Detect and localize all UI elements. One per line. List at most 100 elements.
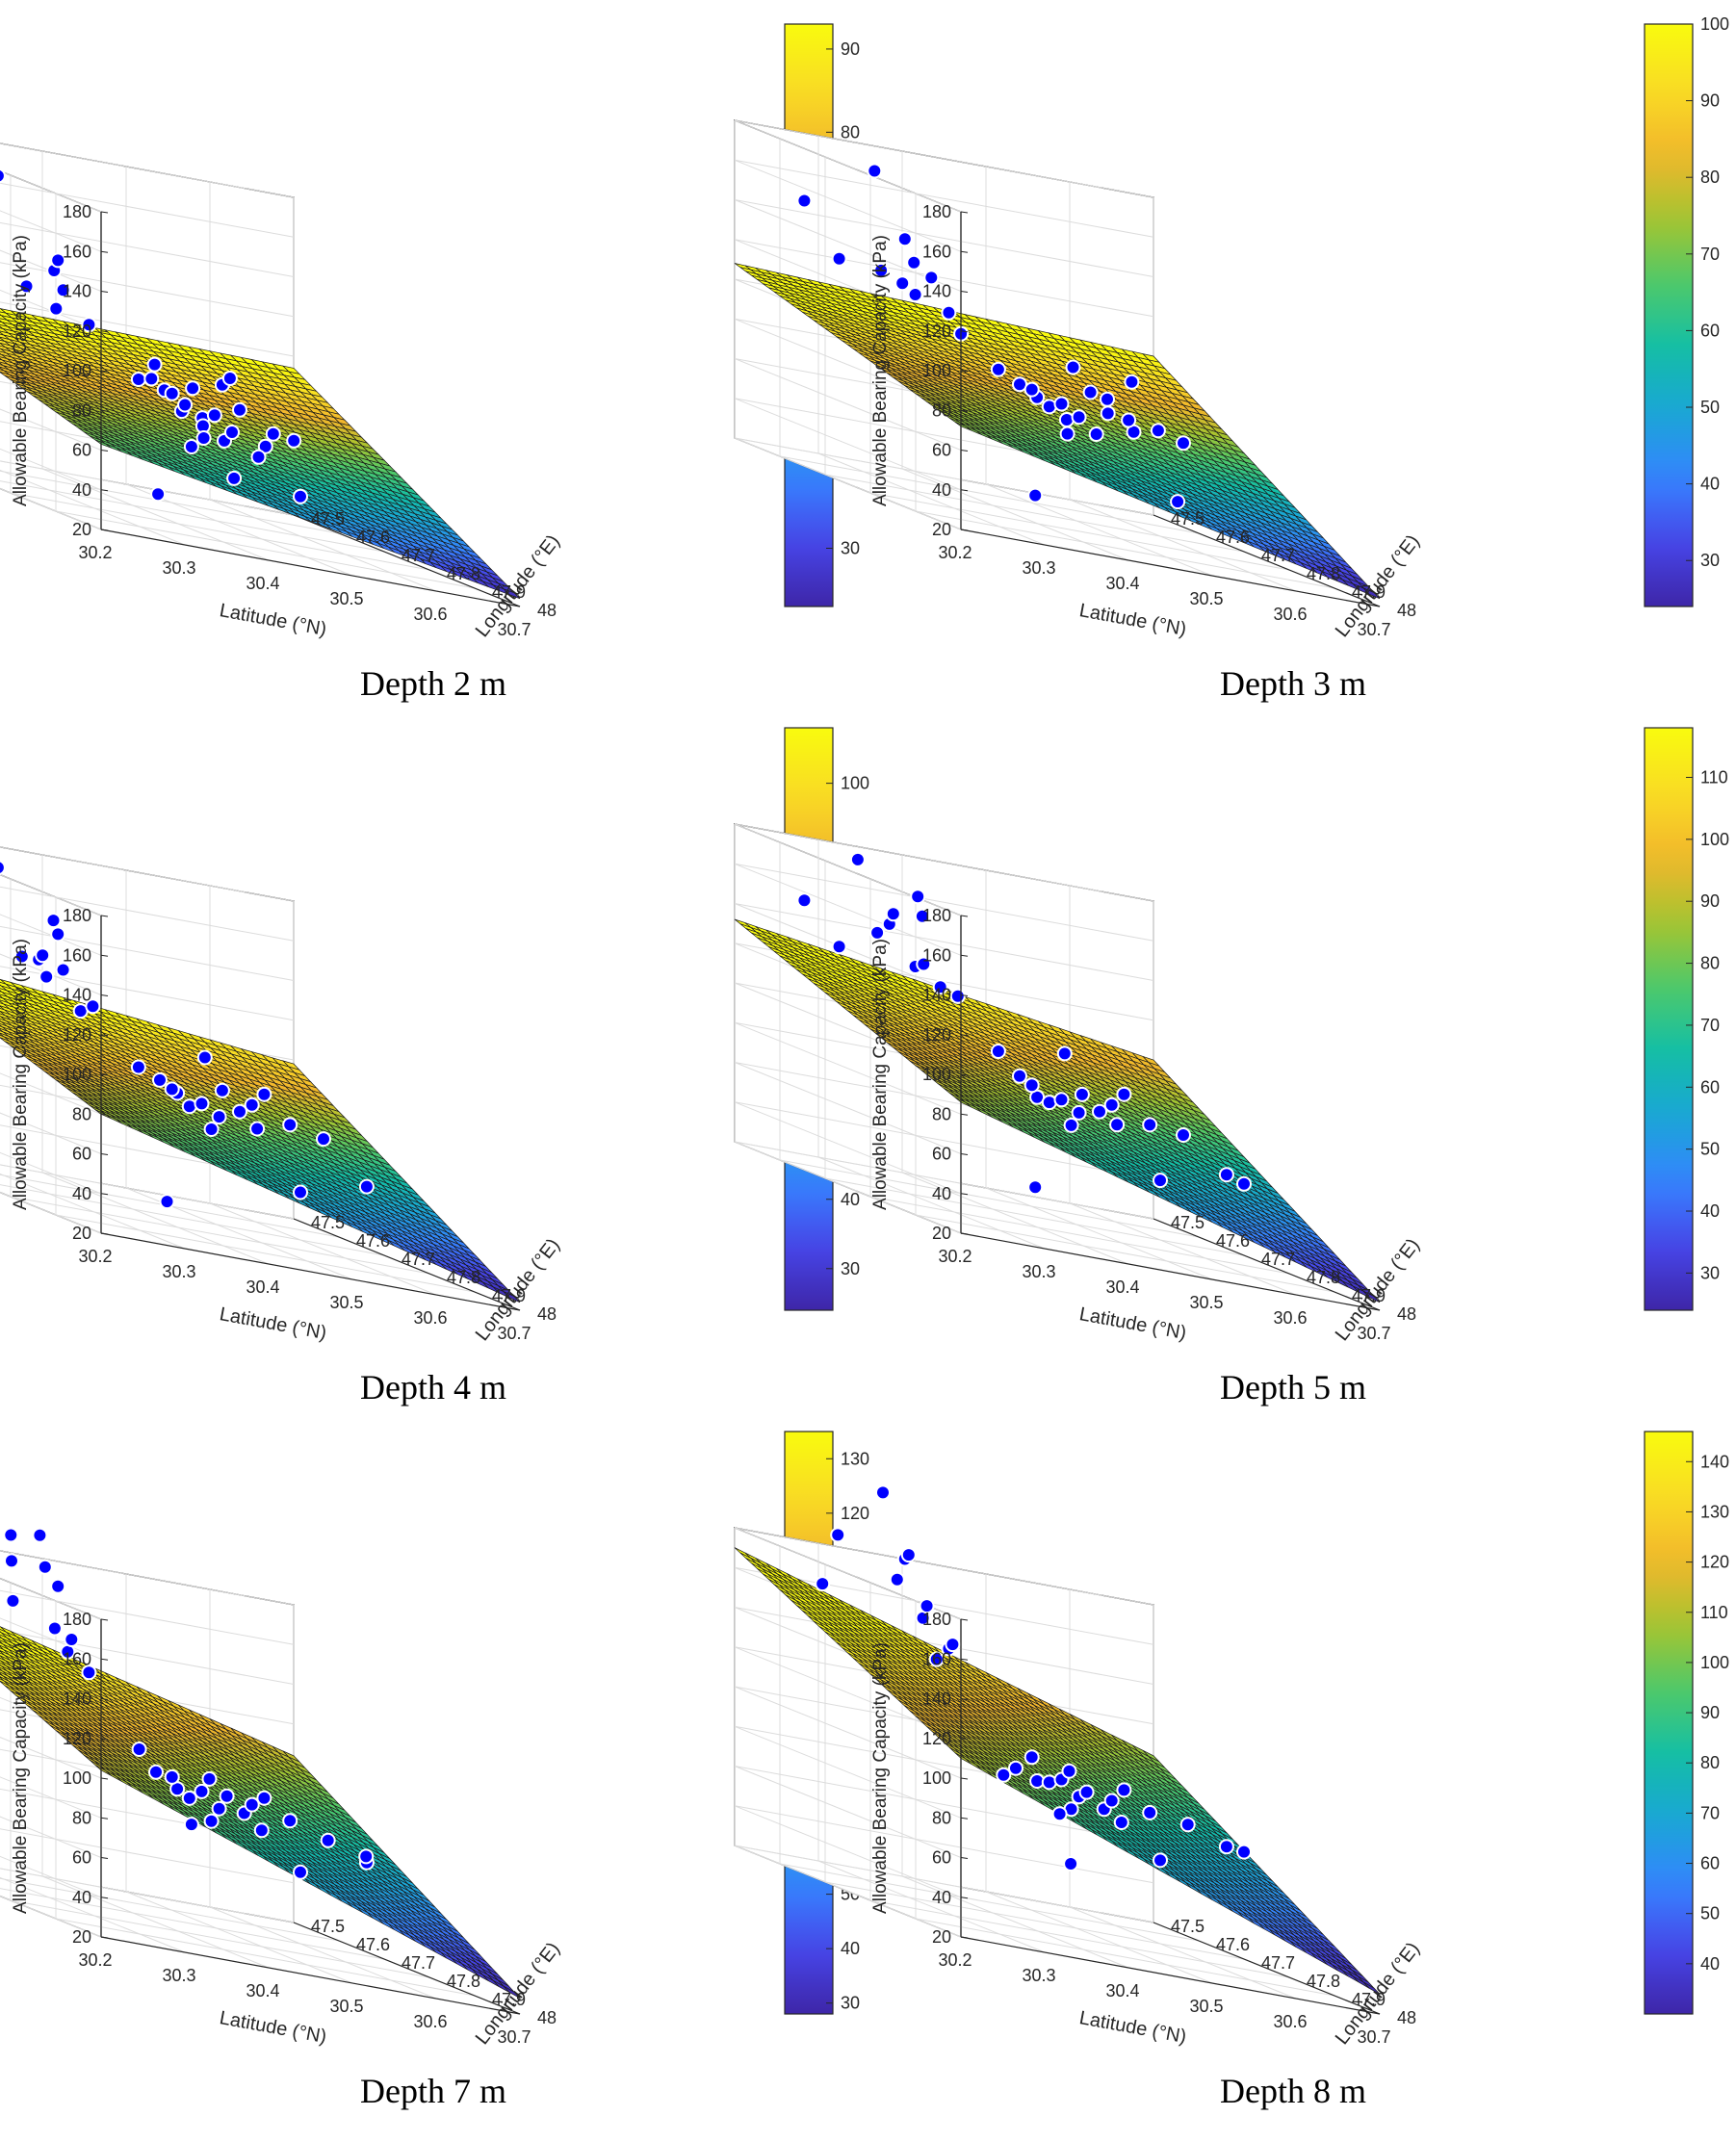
z-tick-label: 40 bbox=[72, 1888, 91, 1907]
lon-tick-label: 47.7 bbox=[1261, 546, 1295, 565]
z-tick bbox=[100, 1738, 109, 1741]
data-point bbox=[81, 317, 97, 333]
data-point bbox=[0, 860, 6, 875]
lat-tick-label: 30.5 bbox=[1189, 1997, 1223, 2016]
grid-line-lon bbox=[869, 175, 1290, 571]
lon-tick-label: 47.5 bbox=[1171, 1917, 1205, 1936]
colorbar-tick-label: 80 bbox=[841, 122, 860, 142]
colorbar-tick-label: 40 bbox=[1700, 1201, 1720, 1221]
data-point bbox=[211, 1109, 227, 1125]
panel-caption: Depth 3 m bbox=[1220, 664, 1366, 703]
colorbar-tick-label: 50 bbox=[1700, 398, 1720, 417]
data-point bbox=[1170, 494, 1186, 510]
z-tick-label: 120 bbox=[922, 1729, 951, 1748]
data-point bbox=[5, 1592, 21, 1609]
lat-tick-label: 30.7 bbox=[1357, 620, 1390, 639]
lat-tick-label: 30.3 bbox=[162, 558, 195, 578]
grid-line-lat bbox=[0, 1173, 186, 1250]
lat-tick-label: 30.7 bbox=[497, 1324, 531, 1343]
lon-tick-label: 47.8 bbox=[1307, 564, 1340, 583]
z-tick bbox=[100, 250, 109, 253]
data-point bbox=[45, 913, 62, 929]
z-tick-label: 20 bbox=[72, 1927, 91, 1947]
lat-tick-label: 30.7 bbox=[497, 620, 531, 639]
x-axis-line bbox=[960, 529, 1381, 607]
lon-tick-label: 47.7 bbox=[1261, 1953, 1295, 1973]
data-point bbox=[1088, 426, 1104, 442]
data-point bbox=[1153, 1852, 1168, 1869]
data-point bbox=[1071, 1104, 1087, 1121]
data-point bbox=[916, 956, 932, 972]
z-tick-label: 160 bbox=[63, 242, 91, 261]
z-axis-label: Allowable Bearing Capacity (kPa) bbox=[11, 235, 31, 506]
lon-tick-label: 48 bbox=[1397, 1304, 1416, 1324]
grid-line-lon bbox=[734, 824, 1154, 1220]
z-tick bbox=[960, 1738, 969, 1741]
z-tick bbox=[100, 450, 109, 452]
z-tick bbox=[960, 330, 969, 333]
z-tick-label: 120 bbox=[922, 322, 951, 341]
data-point bbox=[181, 1790, 197, 1806]
lat-tick-label: 30.7 bbox=[1357, 1324, 1390, 1343]
data-point bbox=[50, 926, 66, 942]
data-point bbox=[900, 1547, 917, 1563]
data-point bbox=[1109, 1117, 1126, 1133]
data-point bbox=[39, 968, 55, 985]
data-point bbox=[1113, 1815, 1129, 1830]
data-point bbox=[1100, 391, 1115, 407]
colorbar-tick-label: 40 bbox=[841, 1190, 860, 1209]
grid-line-z bbox=[0, 1550, 295, 1620]
z-tick-label: 100 bbox=[922, 361, 951, 380]
lon-tick-label: 48 bbox=[1397, 2008, 1416, 2027]
z-tick-label: 20 bbox=[72, 520, 91, 539]
lon-tick-label: 47.9 bbox=[1352, 1286, 1386, 1305]
grid-line-z bbox=[0, 846, 295, 916]
data-point bbox=[159, 1194, 175, 1210]
data-point bbox=[1008, 1760, 1023, 1776]
data-point bbox=[177, 397, 194, 413]
z-tick-label: 40 bbox=[72, 1184, 91, 1203]
colorbar-tick-label: 80 bbox=[1700, 1753, 1720, 1772]
colorbar-tick-label: 40 bbox=[841, 1939, 860, 1958]
grid-line-z bbox=[0, 142, 295, 213]
colorbar-tick-label: 30 bbox=[1700, 1263, 1720, 1282]
grid-line-lon bbox=[0, 1888, 385, 1960]
lat-tick-label: 30.4 bbox=[246, 1277, 279, 1297]
colorbar-tick-label: 40 bbox=[1700, 475, 1720, 494]
data-point bbox=[164, 385, 180, 401]
data-point bbox=[894, 275, 911, 292]
data-point bbox=[1027, 487, 1044, 503]
grid-line-lon bbox=[824, 1564, 1245, 1960]
z-tick bbox=[100, 1113, 109, 1116]
x-axis-label: Latitude (°N) bbox=[1077, 2007, 1188, 2048]
z-tick bbox=[100, 1897, 109, 1899]
lon-tick-label: 47.8 bbox=[447, 1268, 480, 1287]
data-point bbox=[1176, 435, 1191, 452]
lon-tick-label: 47.5 bbox=[311, 1917, 345, 1936]
chart-panel-3: 20 40 60 80 100 120 140 160 180 30.2 30.3 30.4 30.5 3… bbox=[0, 727, 869, 1406]
colorbar bbox=[1644, 1431, 1694, 2015]
data-point bbox=[48, 300, 65, 317]
z-tick bbox=[960, 1073, 969, 1076]
z-tick bbox=[100, 1073, 109, 1076]
data-point bbox=[796, 892, 813, 909]
grid-line-lon bbox=[55, 194, 476, 589]
data-point bbox=[293, 1864, 308, 1880]
z-tick bbox=[100, 1153, 109, 1155]
data-point bbox=[910, 889, 926, 905]
z-tick bbox=[960, 250, 969, 253]
data-point bbox=[1041, 1095, 1057, 1111]
z-tick-label: 140 bbox=[922, 282, 951, 301]
colorbar-tick-label: 30 bbox=[841, 539, 860, 558]
chart-panel-6: 20 40 60 80 100 120 140 160 180 30.2 30.3 30.4 30.5 3… bbox=[734, 1431, 1729, 2110]
colorbar-tick-label: 80 bbox=[1700, 168, 1720, 187]
data-point bbox=[316, 1131, 331, 1148]
z-tick bbox=[100, 1618, 109, 1621]
y-axis-line bbox=[1153, 1218, 1381, 1311]
colorbar-tick-label: 60 bbox=[1700, 1854, 1720, 1873]
chart-panel-2: 20 40 60 80 100 120 140 160 180 30.2 30.3 30.4 30.5 3… bbox=[734, 14, 1729, 703]
data-point bbox=[224, 425, 240, 440]
grid-line-lon bbox=[0, 1164, 295, 1220]
data-point bbox=[50, 1578, 66, 1594]
data-point bbox=[148, 1764, 164, 1780]
